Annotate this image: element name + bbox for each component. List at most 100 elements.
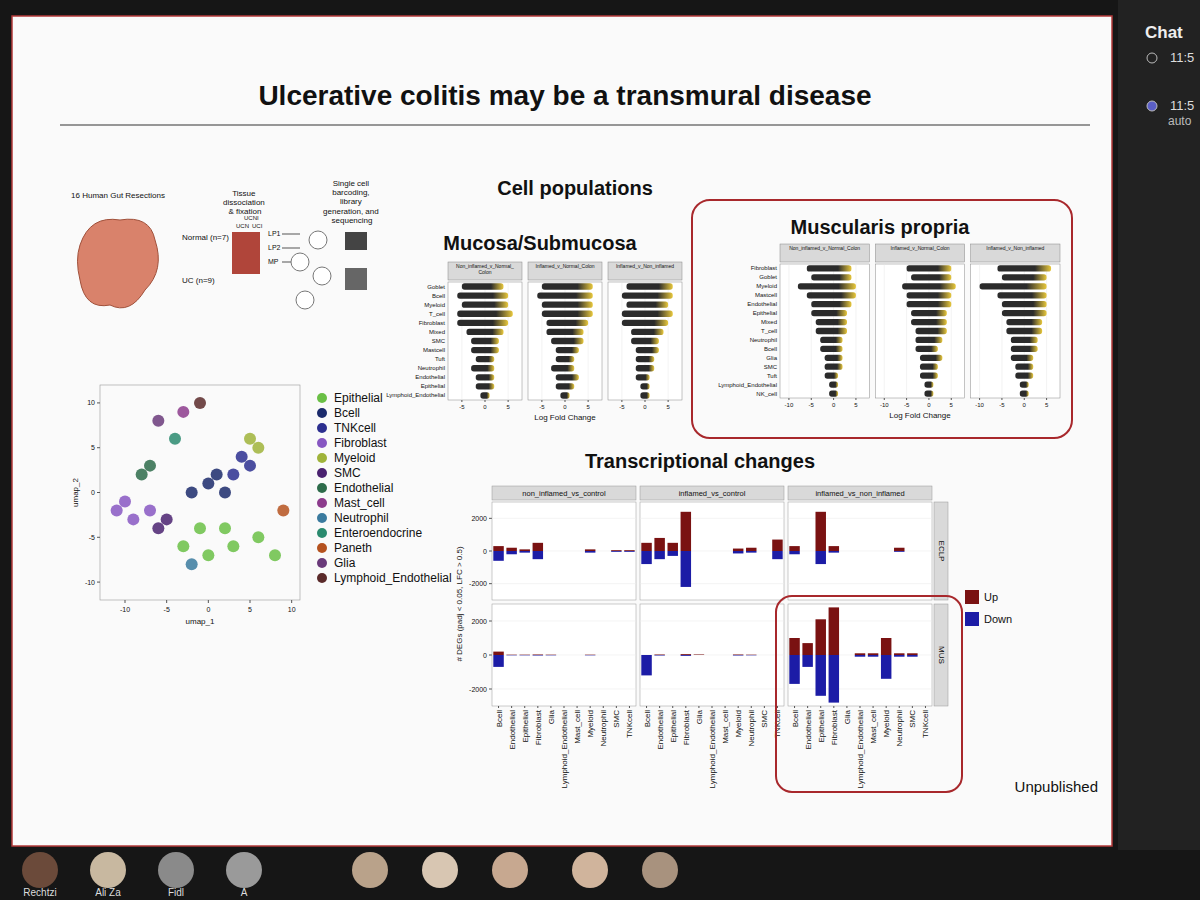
bar [519, 654, 529, 655]
cell-icon [313, 267, 331, 285]
panel-title: Inflamed_v_Normal_Colon [535, 263, 594, 269]
chat-time: 11:5 [1170, 50, 1194, 65]
range-bar [916, 346, 938, 352]
panel-strip [528, 262, 602, 280]
panel-title: Non_inflamed_v_Normal_Colon [789, 245, 860, 251]
row-label: T_cell [761, 328, 777, 334]
range-bar [547, 320, 589, 326]
point [177, 540, 189, 552]
tick [764, 706, 765, 708]
bar [611, 655, 621, 656]
panel-frame [788, 502, 932, 600]
legend-label: Fibroblast [334, 436, 387, 450]
tick-label: -10 [975, 402, 984, 408]
range-bar [1015, 373, 1033, 379]
legend-swatch [965, 612, 979, 626]
axis-title: umap_1 [186, 617, 215, 626]
range-bar [907, 301, 952, 307]
text-line: Tissue [232, 189, 258, 198]
tick [668, 400, 669, 402]
bar [789, 655, 799, 684]
category-label: Fibroblast [682, 709, 691, 745]
bar [533, 543, 543, 551]
range-bar [636, 365, 655, 371]
range-bar [924, 390, 933, 396]
panel-title: Inflamed_v_Non_inflamed [986, 245, 1044, 251]
section-title: Cell populations [497, 177, 653, 199]
title-rule [60, 125, 1090, 126]
cell-icon [309, 231, 327, 249]
range-bar [636, 347, 659, 353]
legend-swatch [317, 468, 327, 478]
bars [493, 652, 595, 667]
range-bar [467, 329, 504, 335]
bar [519, 655, 529, 656]
panel-title: Inflamed_v_Non_inflamed [616, 263, 674, 269]
bar [855, 551, 865, 552]
tick-label: 0 [206, 606, 210, 613]
screen-bg [0, 0, 1200, 900]
tick [489, 621, 492, 622]
bar [624, 655, 634, 656]
bar [789, 638, 799, 655]
tick [788, 398, 789, 400]
range-bar [556, 383, 575, 389]
category-label: Myeloid [882, 710, 891, 738]
bar [654, 538, 664, 551]
grid-line [492, 583, 636, 584]
bar [855, 551, 865, 552]
tick [590, 706, 591, 708]
bar [506, 655, 516, 656]
legend-swatch [317, 528, 327, 538]
row-label: NK_cell [756, 391, 777, 397]
tick-label: 0 [1023, 402, 1027, 408]
tick [712, 706, 713, 708]
grid-line [640, 518, 784, 519]
bar [598, 551, 608, 552]
chat-icon [1147, 53, 1157, 63]
point [194, 397, 206, 409]
cell-icon [296, 291, 314, 309]
bar [611, 655, 621, 656]
text-line: & fixation [229, 207, 262, 216]
tick [537, 706, 538, 708]
range-bar [902, 283, 956, 289]
bar [829, 551, 839, 553]
bar [624, 550, 634, 552]
tick [97, 402, 100, 403]
bar [641, 655, 651, 675]
tick-label: 5 [91, 444, 95, 451]
bars [641, 512, 782, 587]
range-bar [556, 356, 575, 362]
bar [585, 549, 595, 551]
bar [707, 551, 717, 552]
legend-label: Enteroendocrine [334, 526, 422, 540]
bar [733, 654, 743, 656]
bar [759, 551, 769, 552]
range-bar [480, 392, 489, 398]
range-bar [636, 356, 655, 362]
bar [720, 655, 730, 656]
legend-swatch [317, 438, 327, 448]
tick [524, 706, 525, 708]
text-line: library [340, 197, 364, 206]
legend-label: Bcell [334, 406, 360, 420]
row-label: Goblet [427, 284, 445, 290]
legend-swatch [317, 498, 327, 508]
row-title: MUS [937, 646, 946, 664]
range-bar [622, 292, 673, 298]
tick [685, 706, 686, 708]
grid-line [492, 518, 636, 519]
ranges [622, 283, 673, 398]
range-bar [627, 283, 673, 289]
tick-label: -5 [904, 402, 910, 408]
bar [733, 551, 743, 553]
tick [951, 398, 952, 400]
range-bar [1002, 310, 1047, 316]
panel-frame [492, 604, 636, 706]
column-strip [788, 486, 932, 500]
axis-title: Log Fold Change [534, 413, 596, 422]
bar [572, 655, 582, 656]
bar [694, 551, 704, 552]
avatar [158, 852, 194, 888]
